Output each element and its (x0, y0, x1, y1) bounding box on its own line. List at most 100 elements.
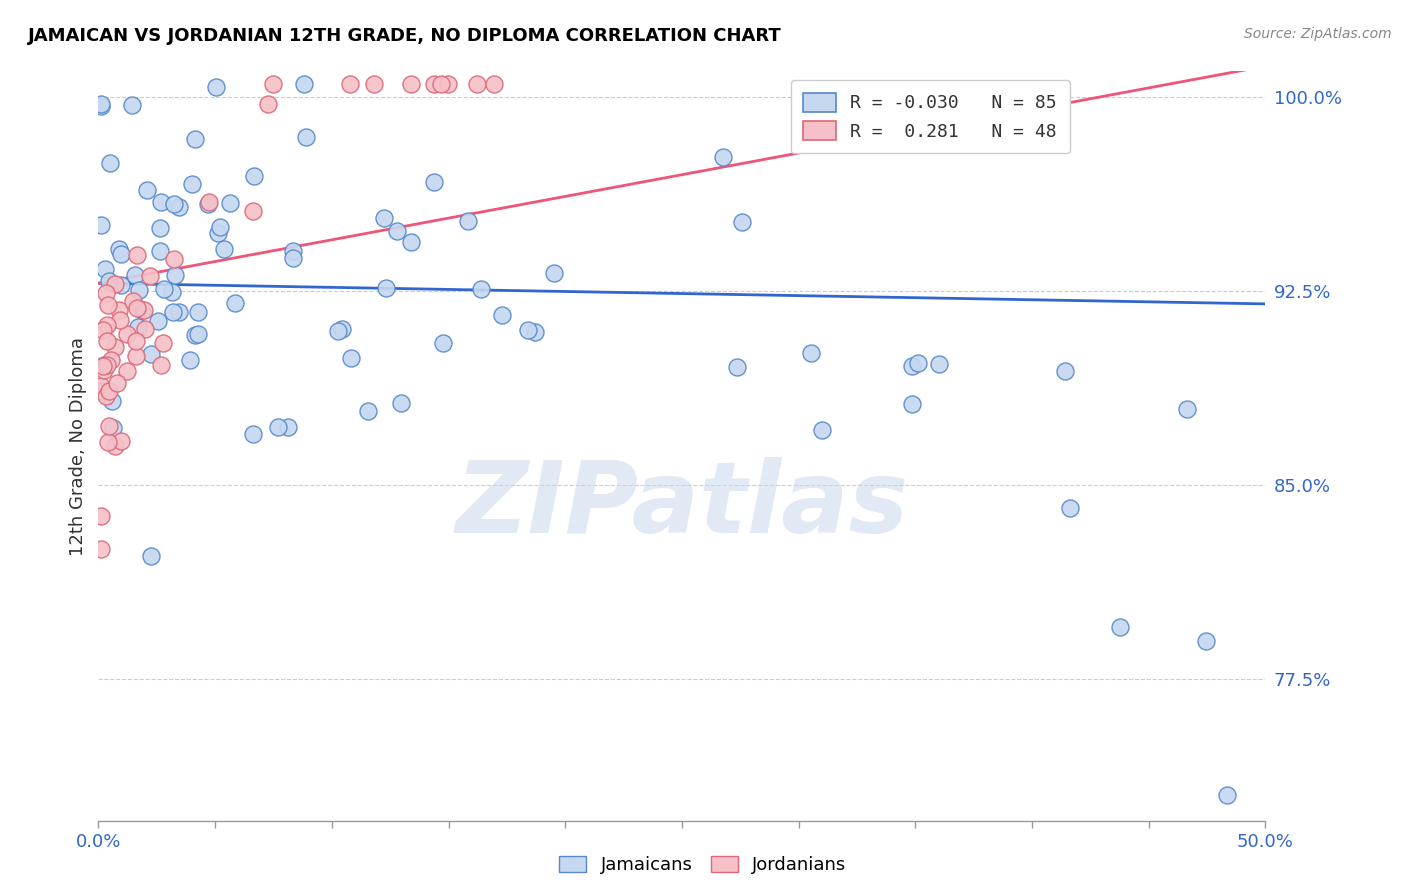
Point (184, 132, 207, 146)
Point (437, 77, 460, 91)
Point (457, 214, 479, 228)
Point (901, 359, 924, 373)
Point (125, 334, 148, 349)
Point (90, 384, 112, 399)
Point (104, 340, 127, 354)
Point (1216, 788, 1239, 802)
Point (543, 266, 565, 280)
Point (1059, 501, 1081, 516)
Text: JAMAICAN VS JORDANIAN 12TH GRADE, NO DIPLOMA CORRELATION CHART: JAMAICAN VS JORDANIAN 12TH GRADE, NO DIP… (28, 27, 782, 45)
Point (731, 214, 754, 228)
Point (470, 282, 492, 296)
Point (125, 248, 148, 262)
Point (128, 283, 150, 297)
Y-axis label: 12th Grade, No Diploma: 12th Grade, No Diploma (69, 336, 87, 556)
Point (108, 302, 131, 317)
Point (907, 356, 929, 370)
Point (283, 244, 305, 258)
Point (385, 224, 408, 238)
Point (266, 420, 288, 434)
Point (149, 244, 172, 259)
Point (375, 281, 398, 295)
Point (108, 243, 131, 257)
Point (187, 326, 209, 341)
Point (401, 77, 423, 91)
Point (292, 77, 315, 91)
Point (94, 389, 117, 403)
Point (401, 235, 423, 249)
Point (115, 364, 138, 378)
Point (121, 97, 143, 112)
Point (491, 308, 513, 322)
Point (197, 196, 219, 211)
Point (901, 396, 924, 410)
Point (104, 277, 127, 291)
Point (90, 542, 112, 557)
Text: ZIPatlas: ZIPatlas (456, 458, 908, 555)
Point (162, 304, 184, 318)
Point (141, 549, 163, 564)
Point (93, 358, 115, 372)
Point (363, 77, 385, 91)
Point (150, 358, 173, 372)
Point (97, 298, 120, 312)
Point (90, 219, 112, 233)
Point (108, 313, 131, 327)
Point (179, 353, 201, 368)
Point (91, 359, 114, 373)
Point (153, 282, 176, 296)
Point (152, 336, 174, 351)
Point (98, 156, 121, 170)
Point (277, 420, 299, 434)
Point (524, 326, 547, 340)
Point (1109, 619, 1132, 633)
Point (711, 150, 734, 164)
Point (90, 97, 112, 112)
Point (96, 286, 118, 301)
Point (326, 324, 349, 338)
Point (148, 313, 170, 327)
Point (97, 434, 120, 449)
Point (100, 352, 122, 367)
Point (283, 252, 305, 266)
Point (98, 274, 121, 288)
Point (800, 346, 823, 360)
Point (110, 278, 132, 293)
Point (131, 303, 153, 318)
Point (110, 247, 132, 261)
Point (149, 221, 172, 235)
Point (482, 77, 505, 91)
Point (149, 195, 172, 210)
Point (167, 201, 190, 215)
Point (208, 220, 231, 235)
Point (162, 252, 184, 266)
Point (207, 226, 229, 240)
Text: Source: ZipAtlas.com: Source: ZipAtlas.com (1244, 27, 1392, 41)
Point (811, 423, 834, 437)
Point (117, 326, 139, 341)
Point (139, 269, 162, 284)
Point (105, 376, 128, 391)
Point (93, 363, 115, 377)
Point (136, 183, 159, 197)
Point (373, 211, 395, 225)
Point (97, 418, 120, 433)
Point (124, 268, 146, 283)
Point (243, 169, 266, 184)
Point (125, 301, 148, 315)
Point (423, 175, 446, 189)
Point (96, 318, 118, 333)
Point (1054, 364, 1077, 378)
Point (91, 323, 114, 337)
Point (430, 77, 453, 91)
Point (242, 427, 264, 442)
Point (198, 194, 221, 209)
Point (134, 322, 156, 336)
Point (212, 242, 235, 256)
Point (94, 261, 117, 276)
Point (256, 96, 278, 111)
Point (357, 404, 380, 418)
Point (340, 351, 363, 365)
Point (127, 320, 149, 334)
Point (339, 77, 361, 91)
